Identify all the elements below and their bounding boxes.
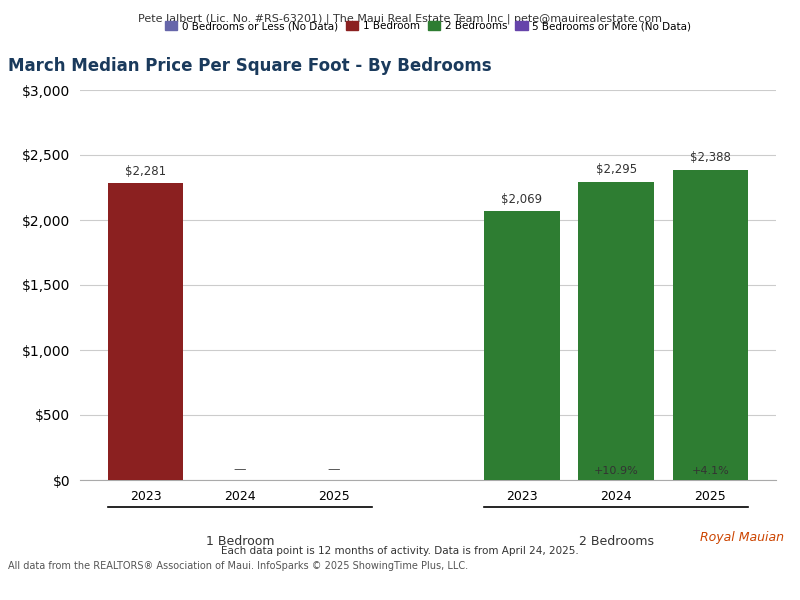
Text: $2,388: $2,388 — [690, 151, 730, 164]
Text: —: — — [328, 463, 340, 476]
Bar — [108, 184, 183, 480]
Bar — [673, 170, 748, 480]
Text: $2,281: $2,281 — [126, 165, 166, 178]
Text: —: — — [234, 463, 246, 476]
Text: $2,069: $2,069 — [502, 193, 542, 206]
Text: Each data point is 12 months of activity. Data is from April 24, 2025.: Each data point is 12 months of activity… — [221, 546, 579, 556]
Text: 2 Bedrooms: 2 Bedrooms — [578, 535, 654, 548]
Legend: 0 Bedrooms or Less (No Data), 1 Bedroom, 2 Bedrooms, 5 Bedrooms or More (No Data: 0 Bedrooms or Less (No Data), 1 Bedroom,… — [161, 17, 695, 35]
Bar — [578, 182, 654, 480]
Text: +4.1%: +4.1% — [691, 466, 729, 476]
Text: March Median Price Per Square Foot - By Bedrooms: March Median Price Per Square Foot - By … — [8, 57, 492, 75]
Text: Royal Mauian: Royal Mauian — [700, 531, 784, 544]
Text: Pete Jalbert (Lic. No. #RS-63201) | The Maui Real Estate Team Inc | pete@mauirea: Pete Jalbert (Lic. No. #RS-63201) | The … — [138, 14, 662, 24]
Text: $2,295: $2,295 — [595, 163, 637, 176]
Bar — [485, 211, 560, 480]
Text: +10.9%: +10.9% — [594, 466, 638, 476]
Text: All data from the REALTORS® Association of Maui. InfoSparks © 2025 ShowingTime P: All data from the REALTORS® Association … — [8, 561, 468, 571]
Text: 1 Bedroom: 1 Bedroom — [206, 535, 274, 548]
